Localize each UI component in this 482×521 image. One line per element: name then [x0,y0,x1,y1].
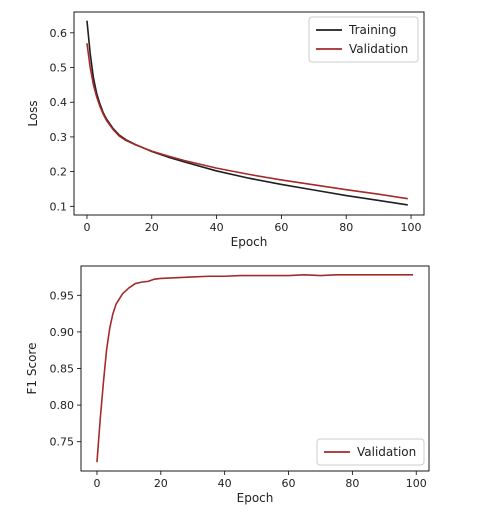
x-tick-label: 80 [345,477,359,490]
y-tick-label: 0.2 [50,166,68,179]
y-tick-label: 0.1 [50,200,68,213]
x-tick-label: 40 [210,221,224,234]
x-tick-label: 20 [145,221,159,234]
y-tick-label: 0.95 [50,289,75,302]
y-tick-label: 0.4 [50,96,68,109]
legend: Validation [317,439,424,465]
y-tick-label: 0.80 [50,399,75,412]
y-tick-label: 0.3 [50,131,68,144]
x-axis-label: Epoch [231,235,268,249]
legend-label: Training [348,23,396,37]
x-tick-label: 60 [282,477,296,490]
y-tick-label: 0.6 [50,27,68,40]
x-tick-label: 60 [274,221,288,234]
chart-1: 0 20 40 60 80 100 0.75 0.80 0.85 0.90 0.95 Epoch F1 … [25,266,429,505]
x-tick-label: 0 [83,221,90,234]
x-tick-label: 80 [339,221,353,234]
y-tick-label: 0.85 [50,363,75,376]
chart-0: 0 20 40 60 80 100 0.1 0.2 0.3 0.4 0.5 0.6 Epoch Loss T… [26,12,424,249]
x-tick-label: 0 [93,477,100,490]
legend-label: Validation [349,42,408,56]
x-axis-label: Epoch [237,491,274,505]
legend-label: Validation [357,445,416,459]
x-tick-label: 20 [154,477,168,490]
y-axis-label: F1 Score [25,343,39,395]
y-tick-label: 0.90 [50,326,75,339]
y-axis-label: Loss [26,100,40,126]
y-tick-label: 0.5 [50,62,68,75]
x-tick-label: 40 [218,477,232,490]
x-tick-label: 100 [401,221,422,234]
y-tick-label: 0.75 [50,436,75,449]
x-tick-label: 100 [406,477,427,490]
series-line-validation [97,275,413,462]
series-line-validation [87,43,408,198]
legend: Training Validation [309,17,418,62]
